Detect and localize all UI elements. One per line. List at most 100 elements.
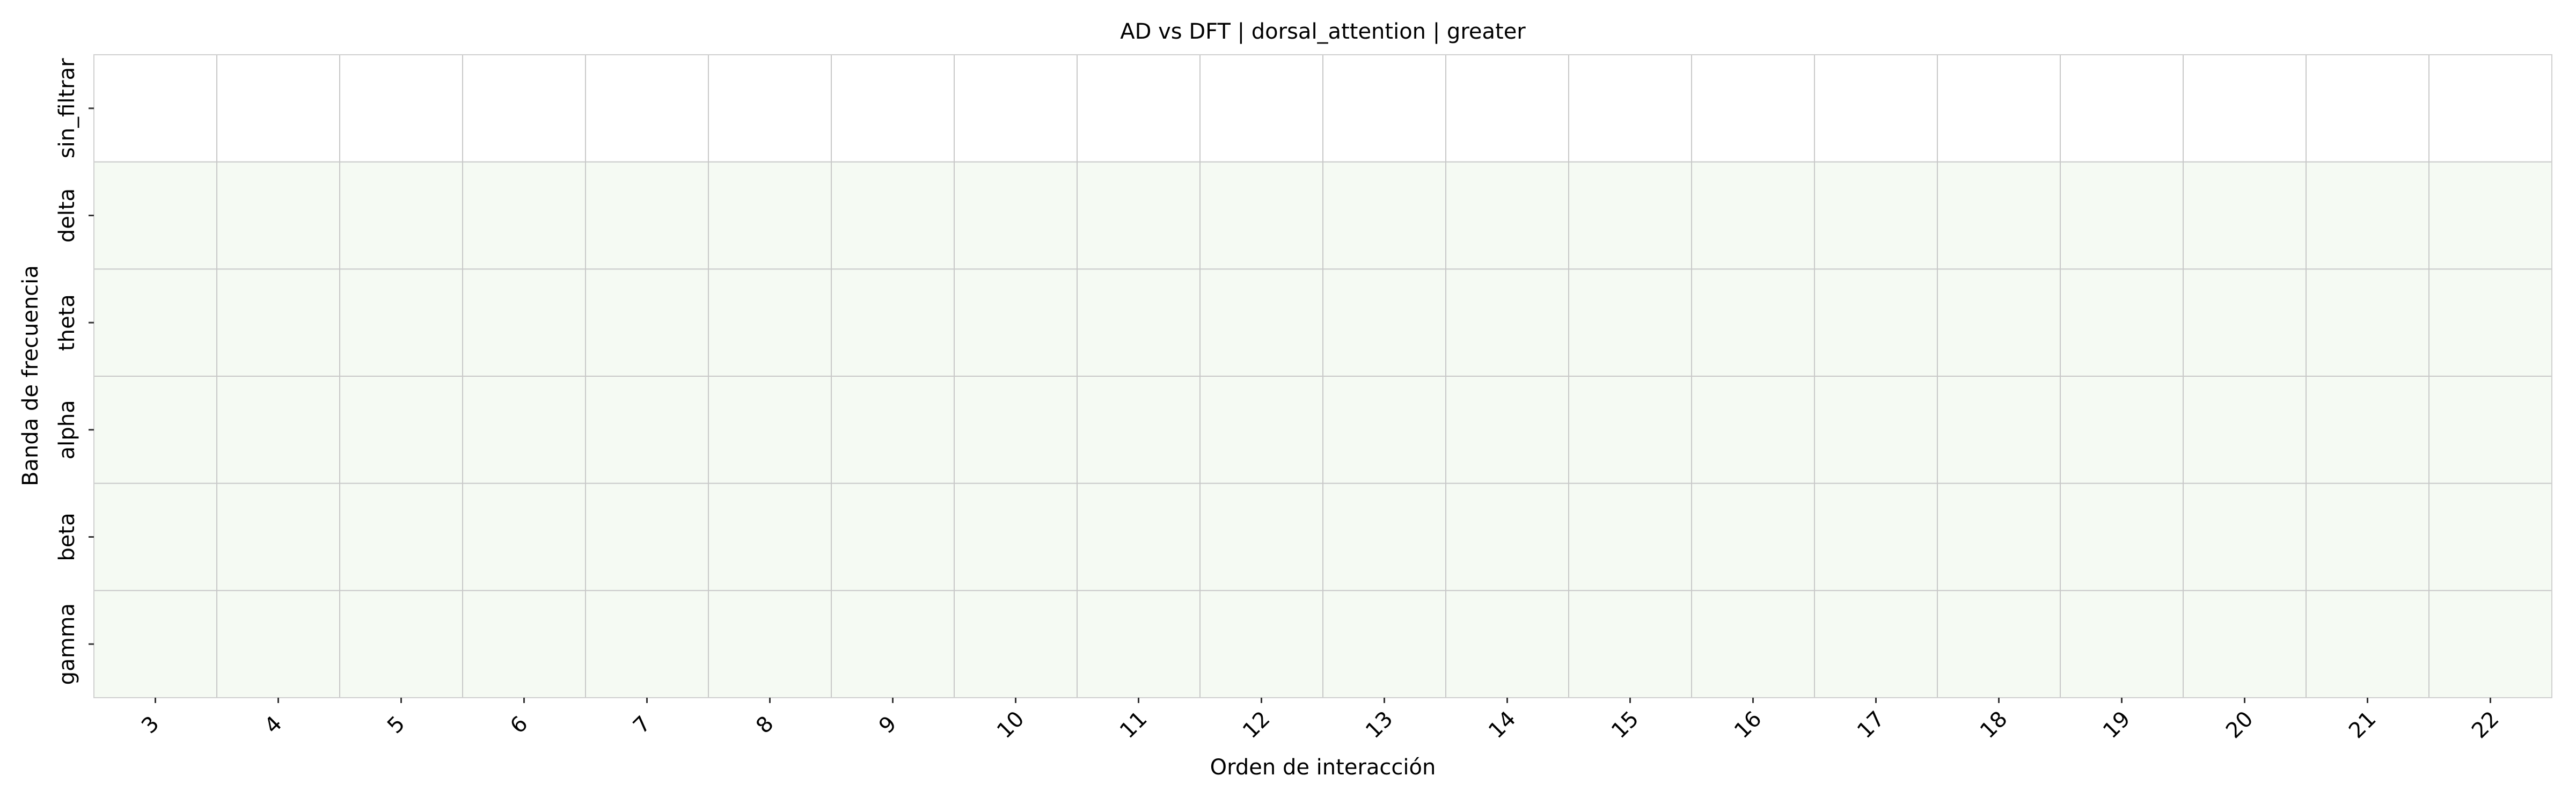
heatmap-cell-beta-4 xyxy=(217,483,340,591)
heatmap-cell-theta-10 xyxy=(954,269,1077,376)
heatmap-cell-beta-6 xyxy=(463,483,586,591)
heatmap-cell-delta-5 xyxy=(340,162,463,269)
heatmap-cell-theta-7 xyxy=(586,269,708,376)
heatmap-cell-delta-21 xyxy=(2306,162,2429,269)
y-tick-label-theta: theta xyxy=(55,294,79,351)
heatmap-cell-alpha-22 xyxy=(2429,376,2552,484)
heatmap-cell-sin_filtrar-19 xyxy=(2060,55,2183,162)
heatmap-cell-beta-18 xyxy=(1937,483,2060,591)
heatmap-cell-sin_filtrar-22 xyxy=(2429,55,2552,162)
heatmap-cell-delta-20 xyxy=(2183,162,2306,269)
heatmap-cell-gamma-6 xyxy=(463,590,586,698)
heatmap-cell-beta-3 xyxy=(94,483,217,591)
plot-frame xyxy=(93,54,2552,698)
heatmap-cell-gamma-15 xyxy=(1569,590,1692,698)
heatmap-cell-gamma-16 xyxy=(1692,590,1814,698)
heatmap-cell-theta-18 xyxy=(1937,269,2060,376)
heatmap-cell-alpha-15 xyxy=(1569,376,1692,484)
heatmap-cell-beta-19 xyxy=(2060,483,2183,591)
heatmap-cell-beta-14 xyxy=(1446,483,1569,591)
heatmap-cell-theta-20 xyxy=(2183,269,2306,376)
heatmap-cell-alpha-11 xyxy=(1077,376,1200,484)
heatmap-cell-gamma-13 xyxy=(1323,590,1446,698)
y-tick-label-sin_filtrar: sin_filtrar xyxy=(55,58,79,158)
heatmap-cell-gamma-22 xyxy=(2429,590,2552,698)
heatmap-cell-alpha-14 xyxy=(1446,376,1569,484)
heatmap-cell-gamma-11 xyxy=(1077,590,1200,698)
heatmap-cell-sin_filtrar-3 xyxy=(94,55,217,162)
y-tick-label-delta: delta xyxy=(55,188,79,243)
heatmap-cell-delta-15 xyxy=(1569,162,1692,269)
heatmap-cell-theta-4 xyxy=(217,269,340,376)
heatmap-cell-alpha-4 xyxy=(217,376,340,484)
y-tick-label-alpha: alpha xyxy=(55,400,79,459)
heatmap-cell-delta-8 xyxy=(708,162,831,269)
heatmap-cell-sin_filtrar-20 xyxy=(2183,55,2306,162)
heatmap-cell-delta-4 xyxy=(217,162,340,269)
heatmap-cell-gamma-19 xyxy=(2060,590,2183,698)
heatmap-cell-theta-6 xyxy=(463,269,586,376)
heatmap-cell-theta-11 xyxy=(1077,269,1200,376)
heatmap-cell-beta-9 xyxy=(831,483,954,591)
heatmap-cell-sin_filtrar-21 xyxy=(2306,55,2429,162)
heatmap-cell-gamma-3 xyxy=(94,590,217,698)
heatmap-cell-sin_filtrar-10 xyxy=(954,55,1077,162)
heatmap-cell-gamma-12 xyxy=(1200,590,1323,698)
heatmap-cell-sin_filtrar-18 xyxy=(1937,55,2060,162)
heatmap-cell-delta-10 xyxy=(954,162,1077,269)
heatmap-cell-theta-21 xyxy=(2306,269,2429,376)
heatmap-cell-delta-13 xyxy=(1323,162,1446,269)
heatmap-cell-gamma-9 xyxy=(831,590,954,698)
heatmap-cell-theta-9 xyxy=(831,269,954,376)
heatmap-cell-delta-14 xyxy=(1446,162,1569,269)
heatmap-cell-alpha-17 xyxy=(1814,376,1937,484)
heatmap-cell-theta-22 xyxy=(2429,269,2552,376)
heatmap-cell-beta-17 xyxy=(1814,483,1937,591)
heatmap-cell-alpha-12 xyxy=(1200,376,1323,484)
heatmap-cell-sin_filtrar-7 xyxy=(586,55,708,162)
heatmap-gridlines xyxy=(94,55,2552,698)
heatmap-cell-alpha-20 xyxy=(2183,376,2306,484)
heatmap-cell-beta-10 xyxy=(954,483,1077,591)
heatmap-cell-theta-12 xyxy=(1200,269,1323,376)
heatmap-cell-gamma-5 xyxy=(340,590,463,698)
heatmap-cell-sin_filtrar-14 xyxy=(1446,55,1569,162)
heatmap-cell-beta-15 xyxy=(1569,483,1692,591)
heatmap-cell-theta-8 xyxy=(708,269,831,376)
heatmap-cell-alpha-3 xyxy=(94,376,217,484)
heatmap-cell-delta-18 xyxy=(1937,162,2060,269)
heatmap-cell-delta-16 xyxy=(1692,162,1814,269)
heatmap-cell-beta-12 xyxy=(1200,483,1323,591)
heatmap-cell-alpha-9 xyxy=(831,376,954,484)
heatmap-cell-gamma-17 xyxy=(1814,590,1937,698)
heatmap-cell-sin_filtrar-4 xyxy=(217,55,340,162)
heatmap-cell-delta-11 xyxy=(1077,162,1200,269)
heatmap-cell-sin_filtrar-17 xyxy=(1814,55,1937,162)
heatmap-cell-alpha-5 xyxy=(340,376,463,484)
heatmap-cell-theta-17 xyxy=(1814,269,1937,376)
heatmap-cell-sin_filtrar-12 xyxy=(1200,55,1323,162)
heatmap-cell-gamma-18 xyxy=(1937,590,2060,698)
heatmap-cell-alpha-6 xyxy=(463,376,586,484)
y-tick-label-gamma: gamma xyxy=(55,603,79,685)
heatmap-cell-gamma-10 xyxy=(954,590,1077,698)
heatmap-cell-gamma-4 xyxy=(217,590,340,698)
heatmap-cell-theta-5 xyxy=(340,269,463,376)
y-axis-label: Banda de frecuencia xyxy=(18,265,43,486)
heatmap-cell-beta-22 xyxy=(2429,483,2552,591)
heatmap-cell-delta-7 xyxy=(586,162,708,269)
heatmap-cell-alpha-13 xyxy=(1323,376,1446,484)
heatmap-cell-sin_filtrar-5 xyxy=(340,55,463,162)
heatmap-cell-alpha-21 xyxy=(2306,376,2429,484)
heatmap-cell-beta-8 xyxy=(708,483,831,591)
x-axis-label: Orden de interacción xyxy=(1210,755,1436,780)
heatmap-cell-theta-19 xyxy=(2060,269,2183,376)
heatmap-cells xyxy=(94,55,2552,698)
heatmap-cell-sin_filtrar-16 xyxy=(1692,55,1814,162)
y-tick-label-beta: beta xyxy=(55,513,79,561)
heatmap-cell-alpha-8 xyxy=(708,376,831,484)
heatmap-cell-beta-7 xyxy=(586,483,708,591)
heatmap-cell-gamma-7 xyxy=(586,590,708,698)
